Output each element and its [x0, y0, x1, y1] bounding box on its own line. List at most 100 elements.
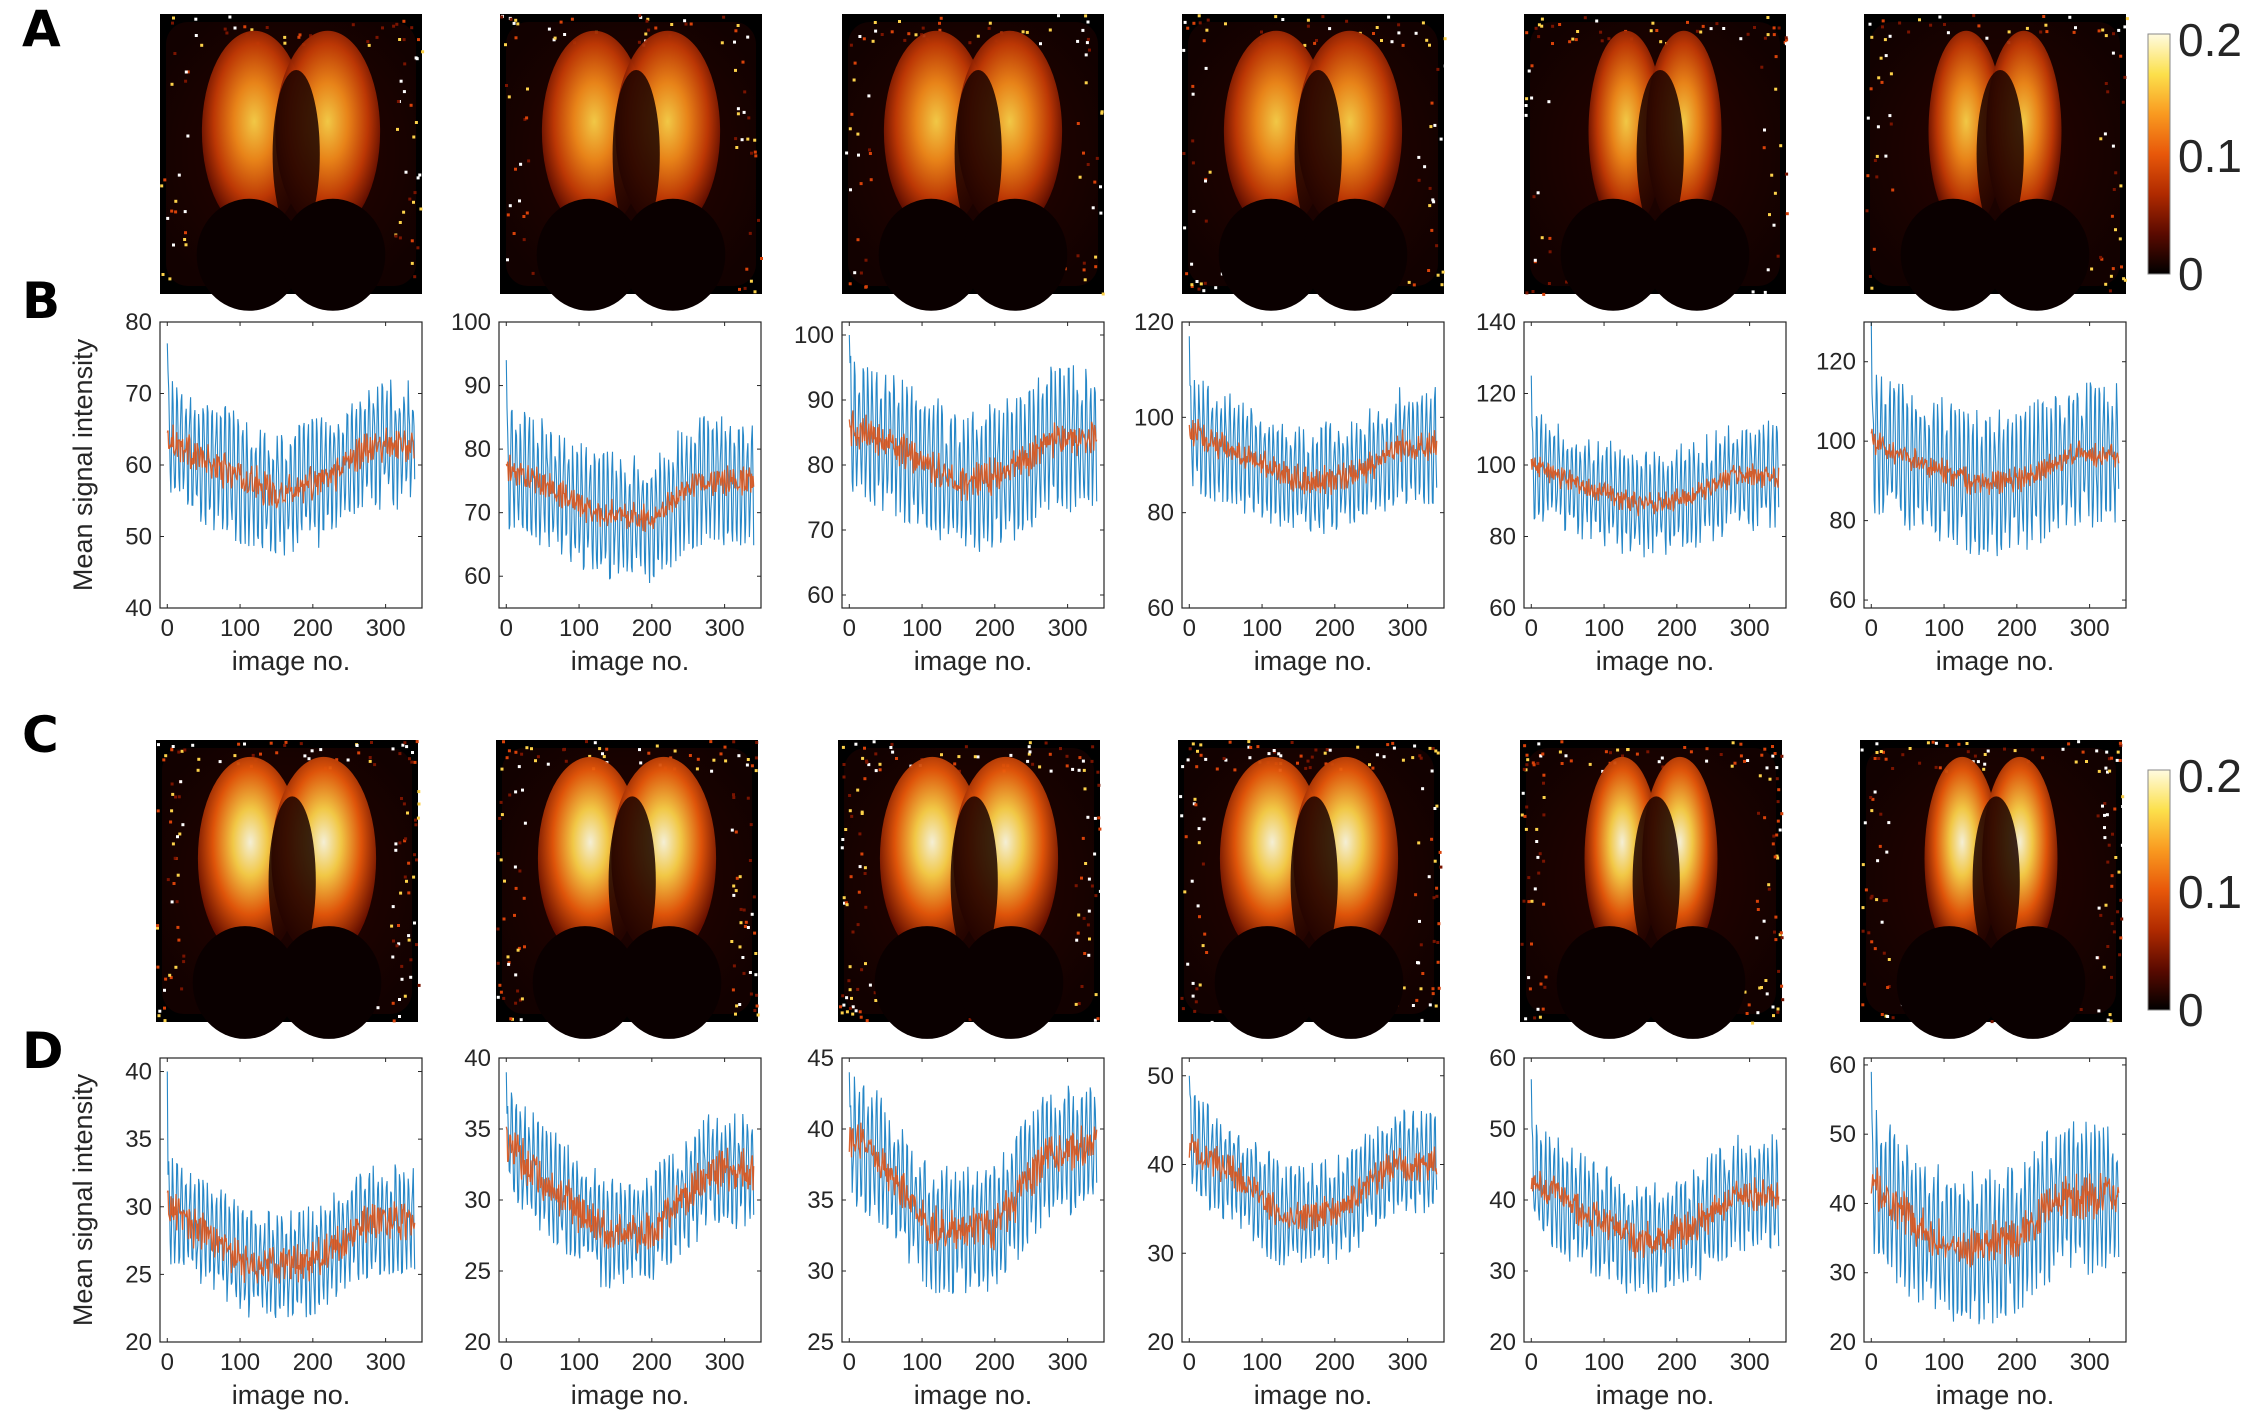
x-tick-label: 300	[1048, 615, 1088, 642]
series-line-smoothed	[848, 1122, 1098, 1251]
panel-label-a: A	[22, 0, 61, 58]
x-tick-label: 300	[1048, 1349, 1088, 1376]
x-tick-label: 300	[705, 615, 745, 642]
y-tick-label: 120	[1134, 309, 1174, 336]
chart-b-5: 0 100 200 300 60 80 100 120 140 image no.	[1476, 309, 1787, 676]
chart-d-4: 0 100 200 300 20 30 40 50 image no.	[1147, 1057, 1445, 1410]
ventilation-map-image	[500, 14, 763, 311]
x-tick-label: 100	[1924, 1349, 1964, 1376]
x-tick-label: 0	[1525, 615, 1538, 642]
y-tick-label: 40	[125, 1059, 152, 1086]
y-tick-label: 120	[1816, 349, 1856, 376]
y-tick-label: 100	[1816, 428, 1856, 455]
series-line-raw	[505, 360, 755, 584]
chart-b-1: 0 100 200 300 40 50 60 70 80 image no. Mean signal…	[68, 309, 423, 676]
series-line-raw	[1870, 1071, 2120, 1325]
ventilation-map-row-a	[160, 14, 2129, 311]
y-tick-label: 50	[1489, 1116, 1516, 1143]
y-tick-label: 35	[125, 1126, 152, 1153]
colorbar-a-tick-max: 0.2	[2178, 14, 2242, 66]
ventilation-map-image	[496, 740, 760, 1039]
y-tick-label: 100	[794, 322, 834, 349]
x-axis-label: image no.	[914, 646, 1033, 676]
y-tick-label: 80	[1147, 500, 1174, 527]
x-tick-label: 100	[1924, 615, 1964, 642]
y-tick-label: 60	[1829, 1052, 1856, 1079]
series-line-smoothed	[848, 410, 1098, 501]
panel-label-b: B	[22, 272, 60, 330]
x-axis-label: image no.	[571, 1380, 690, 1410]
x-tick-label: 100	[559, 615, 599, 642]
x-tick-label: 0	[1183, 615, 1196, 642]
x-axis-label: image no.	[914, 1380, 1033, 1410]
y-tick-label: 80	[1489, 524, 1516, 551]
chart-b-2: 0 100 200 300 60 70 80 90 100 image no.	[451, 309, 762, 676]
series-line-smoothed	[166, 1190, 416, 1284]
x-axis-label: image no.	[1596, 1380, 1715, 1410]
x-tick-label: 300	[2070, 1349, 2110, 1376]
x-tick-label: 0	[1525, 1349, 1538, 1376]
y-tick-label: 20	[1147, 1329, 1174, 1356]
x-axis-label: image no.	[571, 646, 690, 676]
x-tick-label: 100	[559, 1349, 599, 1376]
x-tick-label: 100	[902, 615, 942, 642]
ventilation-map-image	[838, 740, 1102, 1039]
chart-b-3: 0 100 200 300 60 70 80 90 100 image no.	[794, 321, 1105, 676]
series-line-raw	[848, 334, 1098, 552]
x-tick-label: 300	[1388, 1349, 1428, 1376]
ventilation-map-image	[1860, 740, 2125, 1039]
chart-b-4: 0 100 200 300 60 80 100 120 image no.	[1134, 309, 1445, 676]
x-tick-label: 300	[2070, 615, 2110, 642]
series-line-smoothed	[1870, 428, 2120, 495]
y-tick-label: 30	[1147, 1240, 1174, 1267]
x-tick-label: 200	[293, 615, 333, 642]
x-axis-label: image no.	[1254, 646, 1373, 676]
x-axis-label: image no.	[232, 1380, 351, 1410]
x-tick-label: 0	[161, 615, 174, 642]
y-tick-label: 50	[1829, 1121, 1856, 1148]
x-tick-label: 0	[1865, 615, 1878, 642]
panel-label-d: D	[22, 1022, 64, 1080]
y-tick-label: 80	[464, 436, 491, 463]
chart-d-5: 0 100 200 300 20 30 40 50 60 image no.	[1489, 1045, 1787, 1410]
y-tick-label: 35	[807, 1187, 834, 1214]
y-axis-label: Mean signal intensity	[68, 1073, 98, 1326]
plot-frame	[1863, 321, 2127, 609]
x-tick-label: 100	[220, 1349, 260, 1376]
y-tick-label: 80	[125, 309, 152, 336]
y-tick-label: 20	[464, 1329, 491, 1356]
x-tick-label: 300	[1730, 1349, 1770, 1376]
y-tick-label: 60	[464, 563, 491, 590]
series-line-raw	[1530, 1079, 1780, 1294]
y-tick-label: 60	[125, 452, 152, 479]
ventilation-map-image	[160, 14, 425, 311]
x-tick-label: 100	[1584, 1349, 1624, 1376]
series-line-smoothed	[1530, 456, 1780, 517]
y-tick-label: 60	[1489, 1045, 1516, 1072]
y-tick-label: 50	[125, 524, 152, 551]
y-tick-label: 40	[1489, 1187, 1516, 1214]
series-line-raw	[1530, 375, 1780, 558]
x-tick-label: 0	[843, 615, 856, 642]
y-tick-label: 90	[464, 373, 491, 400]
y-tick-label: 25	[125, 1261, 152, 1288]
chart-d-1: 0 100 200 300 20 25 30 35 40 image no. Mean signal…	[68, 1057, 423, 1410]
x-tick-label: 200	[975, 1349, 1015, 1376]
colorbar-c: 0.2 0.1 0	[2147, 750, 2242, 1036]
ventilation-map-row-c	[156, 740, 2125, 1039]
x-tick-label: 300	[705, 1349, 745, 1376]
x-axis-label: image no.	[1936, 646, 2055, 676]
ventilation-map-image	[156, 740, 421, 1039]
x-tick-label: 0	[843, 1349, 856, 1376]
y-tick-label: 40	[1829, 1190, 1856, 1217]
y-tick-label: 40	[464, 1045, 491, 1072]
y-tick-label: 20	[125, 1329, 152, 1356]
x-tick-label: 300	[366, 1349, 406, 1376]
y-tick-label: 60	[1147, 595, 1174, 622]
series-line-smoothed	[1530, 1170, 1780, 1259]
x-axis-label: image no.	[232, 646, 351, 676]
colorbar-c-tick-min: 0	[2178, 984, 2204, 1036]
y-tick-label: 120	[1476, 381, 1516, 408]
y-tick-label: 40	[125, 595, 152, 622]
